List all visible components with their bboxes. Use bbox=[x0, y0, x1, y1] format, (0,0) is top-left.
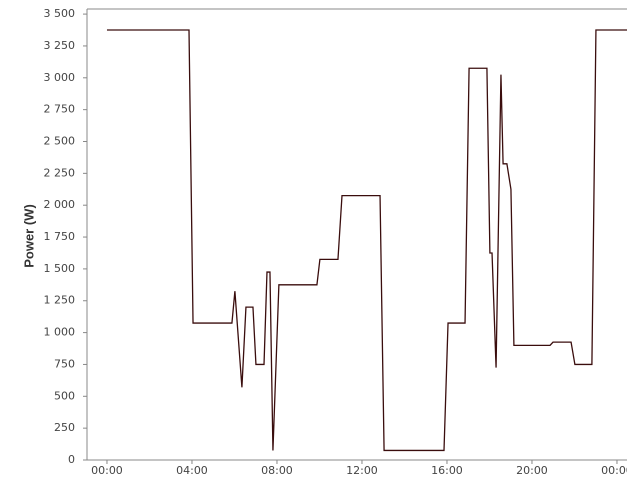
x-tick-label: 16:00 bbox=[431, 464, 463, 477]
x-tick-label: 00:00 bbox=[601, 464, 627, 477]
x-tick-label: 04:00 bbox=[176, 464, 208, 477]
y-tick-label: 3 500 bbox=[44, 7, 76, 20]
y-tick-label: 3 000 bbox=[44, 71, 76, 84]
y-tick-label: 0 bbox=[68, 453, 75, 466]
y-tick-label: 250 bbox=[54, 421, 75, 434]
y-tick-label: 750 bbox=[54, 357, 75, 370]
data-line bbox=[106, 29, 627, 452]
y-tick-label: 2 250 bbox=[44, 166, 76, 179]
y-axis-label: Power (W) bbox=[21, 204, 36, 268]
y-tick-label: 1 000 bbox=[44, 326, 76, 339]
x-tick-label: 08:00 bbox=[261, 464, 293, 477]
y-tick-label: 1 500 bbox=[44, 262, 76, 275]
y-tick-label: 2 000 bbox=[44, 198, 76, 211]
y-tick-label: 1 750 bbox=[44, 230, 76, 243]
y-tick-label: 2 750 bbox=[44, 103, 76, 116]
y-tick-label: 2 500 bbox=[44, 134, 76, 147]
x-tick-label: 20:00 bbox=[516, 464, 548, 477]
x-tick-label: 12:00 bbox=[346, 464, 378, 477]
y-tick-label: 500 bbox=[54, 389, 75, 402]
y-tick-label: 3 250 bbox=[44, 39, 76, 52]
y-tick-label: 1 250 bbox=[44, 294, 76, 307]
x-tick-label: 00:00 bbox=[91, 464, 123, 477]
